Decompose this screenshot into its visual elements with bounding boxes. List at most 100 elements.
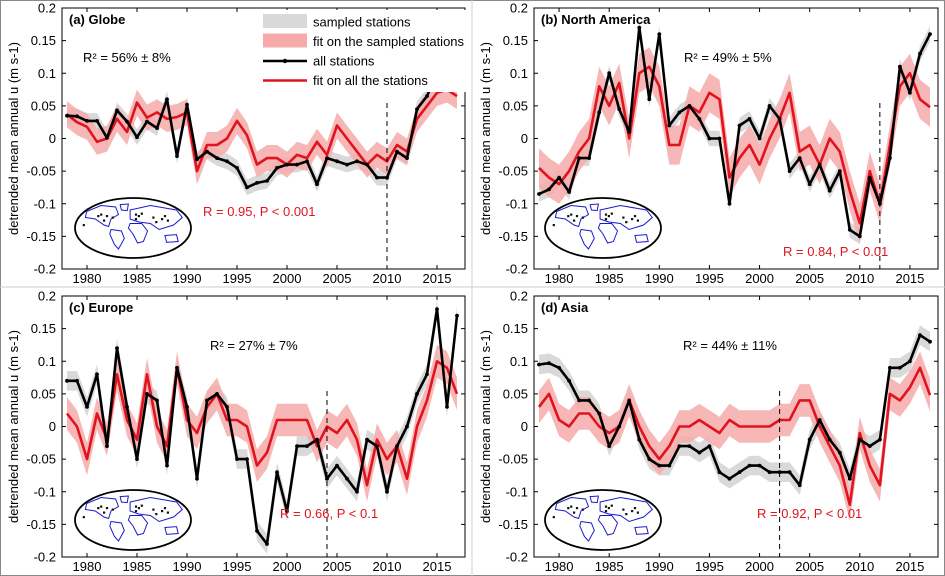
station-dot [567, 215, 570, 218]
station-dot [573, 511, 576, 514]
x-tick-label: 1990 [645, 559, 674, 574]
legend-label: sampled stations [313, 15, 411, 30]
point-all-stations [265, 542, 269, 546]
point-all-stations [757, 136, 762, 141]
station-dot [570, 505, 573, 508]
point-all-stations [918, 51, 922, 56]
station-dot [105, 215, 109, 218]
point-all-stations [115, 346, 119, 351]
point-all-stations [175, 154, 179, 159]
y-tick-label: 0 [521, 131, 528, 146]
point-all-stations [325, 156, 329, 161]
x-tick-label: 1980 [545, 271, 574, 286]
y-tick-label: -0.15 [26, 517, 56, 532]
point-all-stations [95, 119, 99, 123]
y-axis-label: detrended mean annual u (m s-1) [478, 42, 493, 235]
series-fit-all-stations [66, 88, 458, 173]
station-dot [625, 513, 628, 516]
point-all-stations [315, 182, 319, 187]
point-all-stations [687, 104, 692, 108]
station-dot [633, 215, 637, 218]
y-tick-label: -0.15 [498, 517, 528, 532]
y-tick-label: -0.15 [26, 229, 56, 244]
x-tick-label: 2000 [745, 559, 774, 574]
point-all-stations [285, 509, 289, 514]
x-tick-label: 2000 [273, 559, 302, 574]
point-all-stations [105, 135, 109, 140]
point-all-stations [567, 190, 571, 194]
station-dot [103, 219, 106, 222]
point-all-stations [767, 104, 772, 108]
map-continent [589, 203, 600, 212]
station-dot [155, 221, 158, 224]
station-dot [575, 215, 579, 218]
map-continent [554, 496, 590, 520]
point-all-stations [677, 110, 682, 115]
y-tick-label: -0.1 [34, 196, 56, 211]
point-all-stations [395, 444, 399, 448]
point-all-stations [687, 444, 692, 448]
point-all-stations [85, 119, 89, 123]
x-tick-label: 2005 [323, 271, 352, 286]
station-dot [604, 505, 608, 508]
station-dot [155, 513, 158, 516]
point-all-stations [455, 313, 459, 318]
point-all-stations [697, 450, 702, 455]
x-tick-label: 1985 [123, 271, 152, 286]
map-continent [164, 234, 179, 243]
station-dot [166, 511, 169, 514]
point-all-stations [807, 182, 812, 187]
legend: sampled stations fit on the sampled stati… [260, 10, 470, 92]
x-tick-label: 1990 [173, 559, 202, 574]
point-all-stations [657, 463, 662, 468]
point-all-stations [195, 157, 199, 162]
point-all-stations [597, 110, 602, 115]
point-all-stations [867, 444, 872, 448]
station-dot [105, 507, 109, 510]
band-fit-sampled-stations [67, 76, 457, 185]
panel-2: 0.2 0.15 0.1 0.05 0 -0.05 -0.1 -0.15 -0.2 1980 198… [478, 1, 939, 286]
y-tick-label: 0 [49, 131, 56, 146]
y-tick-label: 0.1 [510, 66, 528, 81]
point-all-stations [85, 405, 89, 409]
station-dot [622, 216, 625, 219]
point-all-stations [607, 71, 612, 76]
point-all-stations [547, 187, 551, 192]
point-all-stations [908, 359, 912, 364]
point-all-stations [375, 444, 379, 448]
y-tick-label: -0.05 [498, 452, 528, 467]
correlation-label: R = 0.84, P < 0.01 [783, 244, 888, 259]
point-all-stations [807, 437, 812, 442]
station-dot [134, 510, 138, 513]
point-all-stations [295, 444, 299, 448]
panel-title: (c) Europe [69, 300, 133, 315]
station-dot [140, 212, 143, 215]
x-tick-label: 2005 [323, 559, 352, 574]
point-all-stations [275, 166, 279, 170]
station-dot [636, 511, 639, 514]
station-dot [100, 213, 103, 216]
y-tick-label: 0.1 [38, 66, 56, 81]
map-continent [597, 223, 619, 244]
point-all-stations [125, 405, 129, 409]
r-squared-label: R² = 44% ± 11% [683, 338, 777, 353]
point-all-stations [345, 476, 349, 481]
station-dot [610, 212, 613, 215]
point-all-stations [667, 463, 672, 468]
legend-label: all stations [313, 54, 375, 69]
x-tick-label: 2005 [795, 559, 824, 574]
map-continent [599, 204, 653, 231]
point-all-stations [898, 365, 902, 370]
point-all-stations [305, 159, 309, 164]
y-axis-label: detrended mean annual u (m s-1) [6, 330, 21, 523]
map-continent [634, 234, 649, 243]
point-all-stations [205, 149, 209, 154]
station-dot [631, 218, 634, 221]
y-tick-label: 0.15 [503, 321, 528, 336]
point-all-stations [827, 188, 832, 193]
x-tick-label: 1980 [545, 559, 574, 574]
series-all-stations [538, 26, 932, 238]
point-all-stations [385, 489, 389, 494]
station-dot [137, 215, 140, 218]
point-all-stations [355, 159, 359, 164]
